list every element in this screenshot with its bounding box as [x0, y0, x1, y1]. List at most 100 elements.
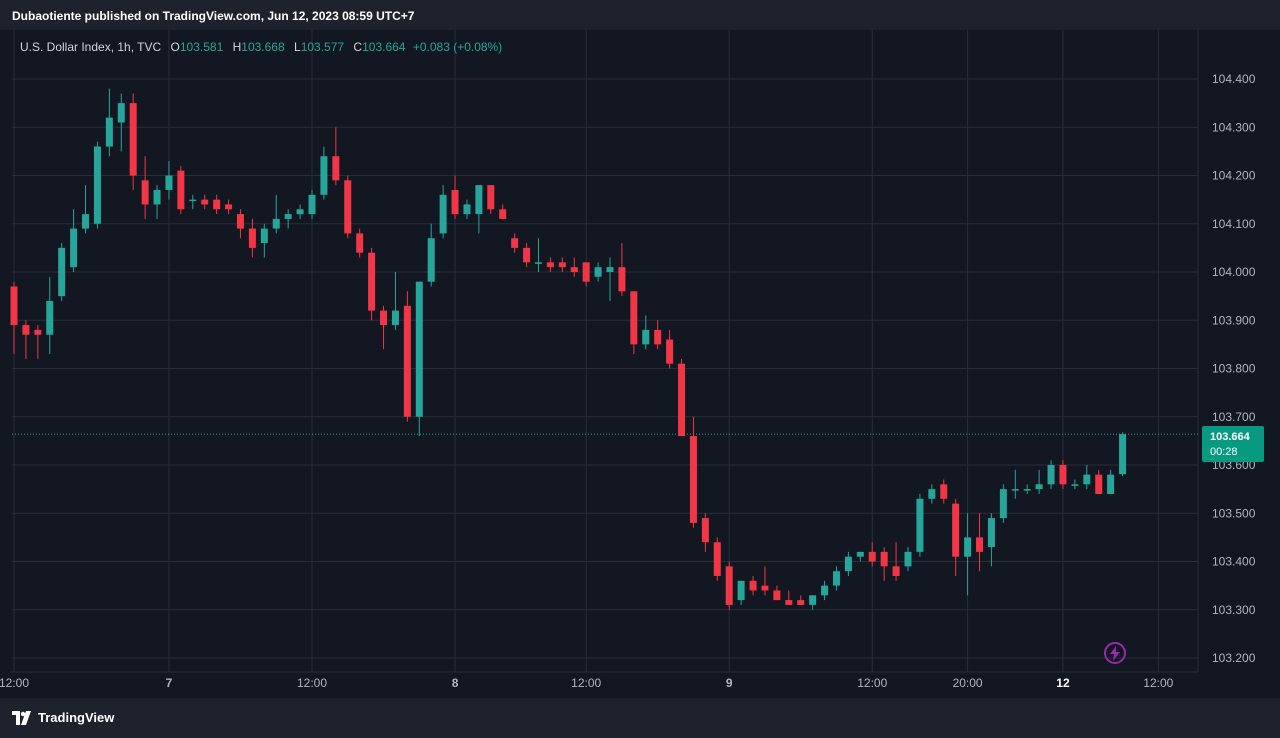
- close-value: 103.664: [362, 40, 406, 54]
- lightning-bolt-icon[interactable]: [1104, 642, 1126, 664]
- low-label: L: [294, 40, 301, 54]
- y-tick-label: 103.900: [1212, 313, 1256, 327]
- high-value: 103.668: [241, 40, 285, 54]
- y-tick-label: 104.100: [1212, 217, 1256, 231]
- candle-down: [344, 180, 352, 234]
- candle-up: [1107, 474, 1115, 494]
- tradingview-brand-text: TradingView: [38, 710, 115, 725]
- close-label: C: [353, 40, 363, 54]
- candle-down: [976, 537, 984, 552]
- tradingview-logo[interactable]: TradingView: [12, 710, 114, 725]
- tradingview-logo-icon: [12, 710, 34, 725]
- candle-down: [701, 518, 709, 543]
- candle-up: [475, 185, 483, 215]
- candle-down: [1059, 465, 1067, 485]
- candle-down: [570, 267, 578, 272]
- candle-up: [165, 175, 173, 190]
- candle-down: [22, 325, 30, 335]
- y-tick-label: 103.700: [1212, 410, 1256, 424]
- open-value: 103.581: [179, 40, 224, 54]
- y-tick-label: 104.000: [1212, 265, 1256, 279]
- candle-down: [248, 228, 256, 248]
- y-tick-label: 103.300: [1212, 603, 1256, 617]
- candle-down: [129, 103, 137, 176]
- candle-down: [761, 585, 769, 591]
- candle-up: [856, 551, 864, 557]
- candle-down: [523, 247, 531, 263]
- y-tick-label: 104.300: [1212, 120, 1256, 134]
- candle-up: [809, 595, 817, 605]
- candle-up: [260, 228, 268, 244]
- candle-up: [82, 214, 90, 229]
- candle-up: [534, 262, 542, 264]
- candle-up: [117, 103, 125, 123]
- candle-down: [558, 262, 566, 268]
- candle-down: [773, 590, 781, 601]
- candle-up: [1023, 489, 1031, 491]
- x-tick-label: 7: [166, 676, 173, 690]
- candle-down: [511, 238, 519, 248]
- candle-up: [463, 204, 471, 215]
- candle-down: [618, 267, 626, 292]
- bottom-bar: [0, 698, 1280, 738]
- x-tick-label: 8: [452, 676, 459, 690]
- y-tick-label: 104.200: [1212, 169, 1256, 183]
- candle-down: [1095, 474, 1103, 494]
- candle-up: [1011, 489, 1019, 491]
- candle-down: [451, 189, 459, 215]
- candle-down: [749, 580, 757, 591]
- candle-down: [630, 291, 638, 345]
- x-tick-label: 12:00: [0, 676, 29, 690]
- candle-down: [332, 156, 340, 181]
- candle-down: [213, 199, 221, 210]
- last-price-tag: 103.664 00:28: [1202, 426, 1264, 462]
- candle-down: [368, 252, 376, 311]
- candle-down: [880, 551, 888, 567]
- candle-down: [34, 329, 42, 335]
- candle-up: [1071, 484, 1079, 486]
- y-tick-label: 103.200: [1212, 651, 1256, 665]
- candle-down: [868, 551, 876, 562]
- candle-down: [177, 170, 185, 210]
- candle-up: [642, 329, 650, 345]
- candle-up: [153, 189, 161, 205]
- candle-down: [236, 214, 244, 229]
- candle-up: [928, 489, 936, 499]
- candle-down: [546, 262, 554, 268]
- candle-up: [832, 571, 840, 586]
- high-label: H: [232, 40, 242, 54]
- bar-countdown: 00:28: [1210, 446, 1238, 458]
- candle-up: [58, 247, 66, 297]
- candle-up: [606, 267, 614, 272]
- candle-up: [391, 310, 399, 326]
- candle-down: [713, 542, 721, 576]
- candle-down: [10, 286, 18, 326]
- candle-up: [1035, 484, 1043, 490]
- candle-up: [272, 218, 280, 229]
- last-price-value: 103.664: [1210, 431, 1250, 443]
- candle-up: [46, 300, 54, 335]
- x-tick-label: 9: [726, 676, 733, 690]
- candle-up: [999, 489, 1007, 519]
- x-tick-label: 12: [1056, 676, 1070, 690]
- x-tick-label: 12:00: [857, 676, 887, 690]
- candle-down: [725, 566, 733, 605]
- candle-up: [987, 518, 995, 548]
- candle-up: [964, 537, 972, 557]
- candle-up: [105, 117, 113, 147]
- y-tick-label: 103.500: [1212, 506, 1256, 520]
- candle-down: [797, 600, 805, 605]
- chart-area[interactable]: [10, 30, 1268, 698]
- candle-up: [70, 228, 78, 268]
- open-label: O: [170, 40, 180, 54]
- candle-down: [892, 566, 900, 576]
- candle-down: [940, 484, 948, 499]
- candle-down: [785, 600, 793, 605]
- candle-down: [678, 363, 686, 437]
- symbol-label[interactable]: U.S. Dollar Index, 1h, TVC: [20, 40, 162, 54]
- candle-down: [654, 329, 662, 345]
- candle-down: [141, 180, 149, 205]
- candle-down: [201, 199, 209, 205]
- candle-up: [1047, 465, 1055, 485]
